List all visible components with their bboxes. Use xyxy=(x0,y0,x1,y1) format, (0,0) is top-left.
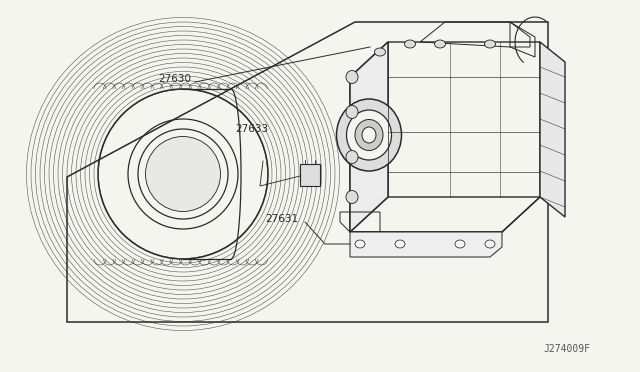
Text: 27630: 27630 xyxy=(158,74,191,84)
Ellipse shape xyxy=(484,40,495,48)
Ellipse shape xyxy=(362,127,376,143)
Ellipse shape xyxy=(485,240,495,248)
Ellipse shape xyxy=(404,40,415,48)
Ellipse shape xyxy=(455,240,465,248)
Ellipse shape xyxy=(355,119,383,151)
Ellipse shape xyxy=(138,129,228,219)
Ellipse shape xyxy=(346,71,358,83)
Text: 27631: 27631 xyxy=(265,214,298,224)
Ellipse shape xyxy=(355,240,365,248)
Ellipse shape xyxy=(346,106,358,119)
Text: 27633: 27633 xyxy=(235,124,268,134)
Polygon shape xyxy=(350,42,388,232)
Ellipse shape xyxy=(395,240,405,248)
Polygon shape xyxy=(300,164,320,186)
Ellipse shape xyxy=(346,110,392,160)
Ellipse shape xyxy=(346,151,358,164)
Ellipse shape xyxy=(346,190,358,203)
Polygon shape xyxy=(350,42,540,232)
Polygon shape xyxy=(350,232,502,257)
Ellipse shape xyxy=(435,40,445,48)
Ellipse shape xyxy=(374,48,385,56)
Ellipse shape xyxy=(337,99,401,171)
Ellipse shape xyxy=(145,137,221,212)
Text: J274009F: J274009F xyxy=(543,344,590,354)
Polygon shape xyxy=(540,42,565,217)
